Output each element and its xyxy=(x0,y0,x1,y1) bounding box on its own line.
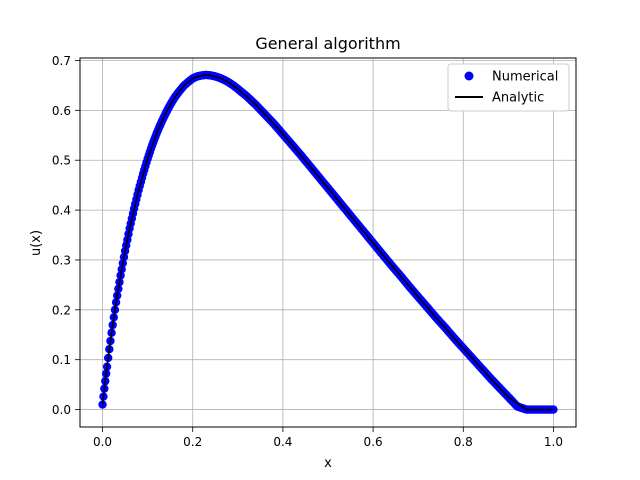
x-tick-label: 1.0 xyxy=(544,435,563,449)
x-tick-label: 0.6 xyxy=(364,435,383,449)
legend-label-analytic: Analytic xyxy=(492,91,544,106)
y-tick-label: 0.0 xyxy=(52,403,71,417)
x-tick-label: 0.8 xyxy=(454,435,473,449)
legend-marker-numerical xyxy=(464,71,474,81)
y-tick-label: 0.5 xyxy=(52,154,71,168)
y-tick-label: 0.2 xyxy=(52,303,71,317)
legend: Numerical Analytic xyxy=(447,63,570,112)
plot-area xyxy=(80,58,576,427)
y-axis-label: u(x) xyxy=(29,230,44,256)
legend-label-numerical: Numerical xyxy=(492,70,558,85)
y-tick-label: 0.3 xyxy=(52,253,71,267)
y-tick-label: 0.6 xyxy=(52,104,71,118)
chart-title: General algorithm xyxy=(255,34,400,53)
axes-frame xyxy=(79,57,577,428)
axis-ticks: 0.0 0.2 0.4 0.6 0.8 1.0 0.0 0.1 0.2 0.3 0.4 0.5 0.6 0… xyxy=(52,54,563,449)
y-tick-label: 0.1 xyxy=(52,353,71,367)
y-tick-label: 0.4 xyxy=(52,204,71,218)
x-tick-label: 0.4 xyxy=(273,435,292,449)
numerical-point xyxy=(98,400,107,409)
grid xyxy=(80,58,576,427)
y-tick-label: 0.7 xyxy=(52,54,71,68)
x-axis-label: x xyxy=(324,456,332,471)
numerical-point xyxy=(549,405,558,414)
x-tick-label: 0.2 xyxy=(183,435,202,449)
analytic-line xyxy=(101,74,554,411)
x-tick-label: 0.0 xyxy=(93,435,112,449)
data-layer xyxy=(98,70,558,414)
legend-box xyxy=(447,63,570,112)
